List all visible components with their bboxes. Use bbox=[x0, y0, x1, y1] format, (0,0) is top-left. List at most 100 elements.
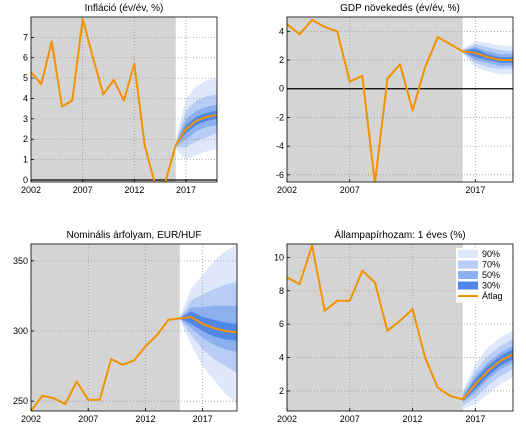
y-tick-label: 0 bbox=[23, 175, 28, 185]
data-point bbox=[61, 105, 63, 108]
history-shading bbox=[287, 17, 463, 182]
data-point bbox=[102, 93, 105, 96]
data-point bbox=[224, 330, 227, 332]
data-point bbox=[499, 59, 502, 61]
plot-area bbox=[287, 244, 513, 411]
y-tick-label: 250 bbox=[13, 396, 28, 406]
y-tick-label: 10 bbox=[274, 252, 284, 262]
x-tick-label: 2012 bbox=[124, 185, 144, 195]
data-point bbox=[411, 109, 414, 112]
data-point bbox=[361, 269, 364, 272]
y-tick-label: 4 bbox=[279, 26, 284, 36]
data-point bbox=[81, 18, 84, 20]
fan-band-p30 bbox=[175, 110, 217, 146]
data-point bbox=[110, 358, 113, 360]
data-point bbox=[155, 334, 158, 337]
data-point bbox=[399, 319, 401, 322]
y-tick-label: 5 bbox=[23, 73, 28, 83]
data-point bbox=[298, 283, 301, 285]
data-point bbox=[436, 36, 439, 38]
data-point bbox=[41, 394, 44, 397]
data-point bbox=[143, 144, 146, 147]
y-tick-label: 300 bbox=[13, 326, 28, 336]
data-point bbox=[336, 30, 339, 33]
x-tick-label: 2012 bbox=[403, 414, 423, 424]
plot-area bbox=[31, 244, 237, 411]
data-point bbox=[323, 309, 326, 312]
data-point bbox=[195, 119, 198, 122]
data-point bbox=[449, 395, 452, 397]
chart-title: Állampapírhozam: 1 éves (%) bbox=[334, 228, 465, 241]
data-point bbox=[133, 359, 135, 362]
data-point bbox=[323, 26, 326, 28]
data-point bbox=[374, 183, 376, 185]
y-tick-label: 6 bbox=[279, 319, 284, 329]
data-point bbox=[64, 403, 67, 405]
data-point bbox=[348, 299, 351, 302]
legend-label: 50% bbox=[482, 270, 500, 280]
x-tick-label: 2002 bbox=[21, 185, 41, 195]
data-point bbox=[298, 33, 301, 36]
data-point bbox=[499, 360, 502, 362]
data-point bbox=[133, 62, 136, 65]
data-point bbox=[75, 380, 78, 383]
data-point bbox=[399, 63, 401, 66]
y-tick-label: 2 bbox=[279, 386, 284, 396]
data-point bbox=[92, 56, 94, 59]
data-point bbox=[185, 128, 187, 130]
plot-area bbox=[31, 17, 217, 185]
data-point bbox=[373, 281, 376, 284]
y-tick-label: 350 bbox=[13, 256, 28, 266]
chart-title: Infláció (év/év, %) bbox=[85, 3, 164, 14]
x-tick-label: 2017 bbox=[193, 414, 213, 424]
data-point bbox=[348, 80, 351, 83]
y-tick-label: 2 bbox=[279, 55, 284, 65]
chart-panel-3: Nominális árfolyam, EUR/HUF 2002 2007 2012 2… bbox=[13, 230, 238, 424]
plot-area bbox=[287, 17, 513, 185]
y-tick-label: 4 bbox=[23, 93, 28, 103]
data-point bbox=[154, 183, 156, 185]
data-point bbox=[424, 66, 427, 69]
y-tick-label: 8 bbox=[279, 286, 284, 296]
data-point bbox=[386, 329, 389, 332]
history-shading bbox=[31, 244, 180, 411]
data-point bbox=[50, 40, 53, 43]
x-tick-label: 2002 bbox=[21, 414, 41, 424]
data-point bbox=[98, 398, 101, 401]
data-point bbox=[474, 383, 477, 386]
data-point bbox=[436, 386, 439, 389]
data-point bbox=[486, 56, 489, 59]
x-tick-label: 2002 bbox=[277, 414, 297, 424]
x-tick-label: 2007 bbox=[78, 414, 98, 424]
legend-label: 70% bbox=[482, 260, 500, 270]
x-tick-label: 2017 bbox=[176, 185, 196, 195]
data-point bbox=[71, 99, 74, 102]
legend-label: 30% bbox=[482, 281, 500, 291]
data-point bbox=[424, 356, 427, 359]
chart-panel-4: Állampapírhozam: 1 éves (%) 2002 2007 2012 2… bbox=[274, 228, 514, 424]
data-point bbox=[361, 74, 364, 77]
x-tick-label: 2007 bbox=[73, 185, 93, 195]
data-point bbox=[40, 83, 43, 86]
y-tick-label: 4 bbox=[279, 353, 284, 363]
data-point bbox=[311, 18, 314, 21]
legend-swatch bbox=[458, 271, 478, 279]
data-point bbox=[205, 115, 208, 118]
data-point bbox=[178, 317, 181, 320]
x-tick-label: 2012 bbox=[135, 414, 155, 424]
plot-frame bbox=[30, 243, 238, 412]
x-tick-label: 2002 bbox=[277, 185, 297, 195]
data-point bbox=[411, 308, 414, 311]
y-tick-label: 3 bbox=[23, 114, 28, 124]
x-tick-label: 2007 bbox=[340, 414, 360, 424]
data-point bbox=[201, 323, 204, 325]
y-tick-label: 6 bbox=[23, 53, 28, 63]
history-shading bbox=[31, 17, 176, 182]
data-point bbox=[461, 50, 464, 53]
data-point bbox=[190, 316, 193, 318]
data-point bbox=[213, 327, 216, 330]
data-point bbox=[336, 299, 339, 302]
data-point bbox=[386, 77, 389, 80]
plot-frame bbox=[30, 16, 218, 183]
